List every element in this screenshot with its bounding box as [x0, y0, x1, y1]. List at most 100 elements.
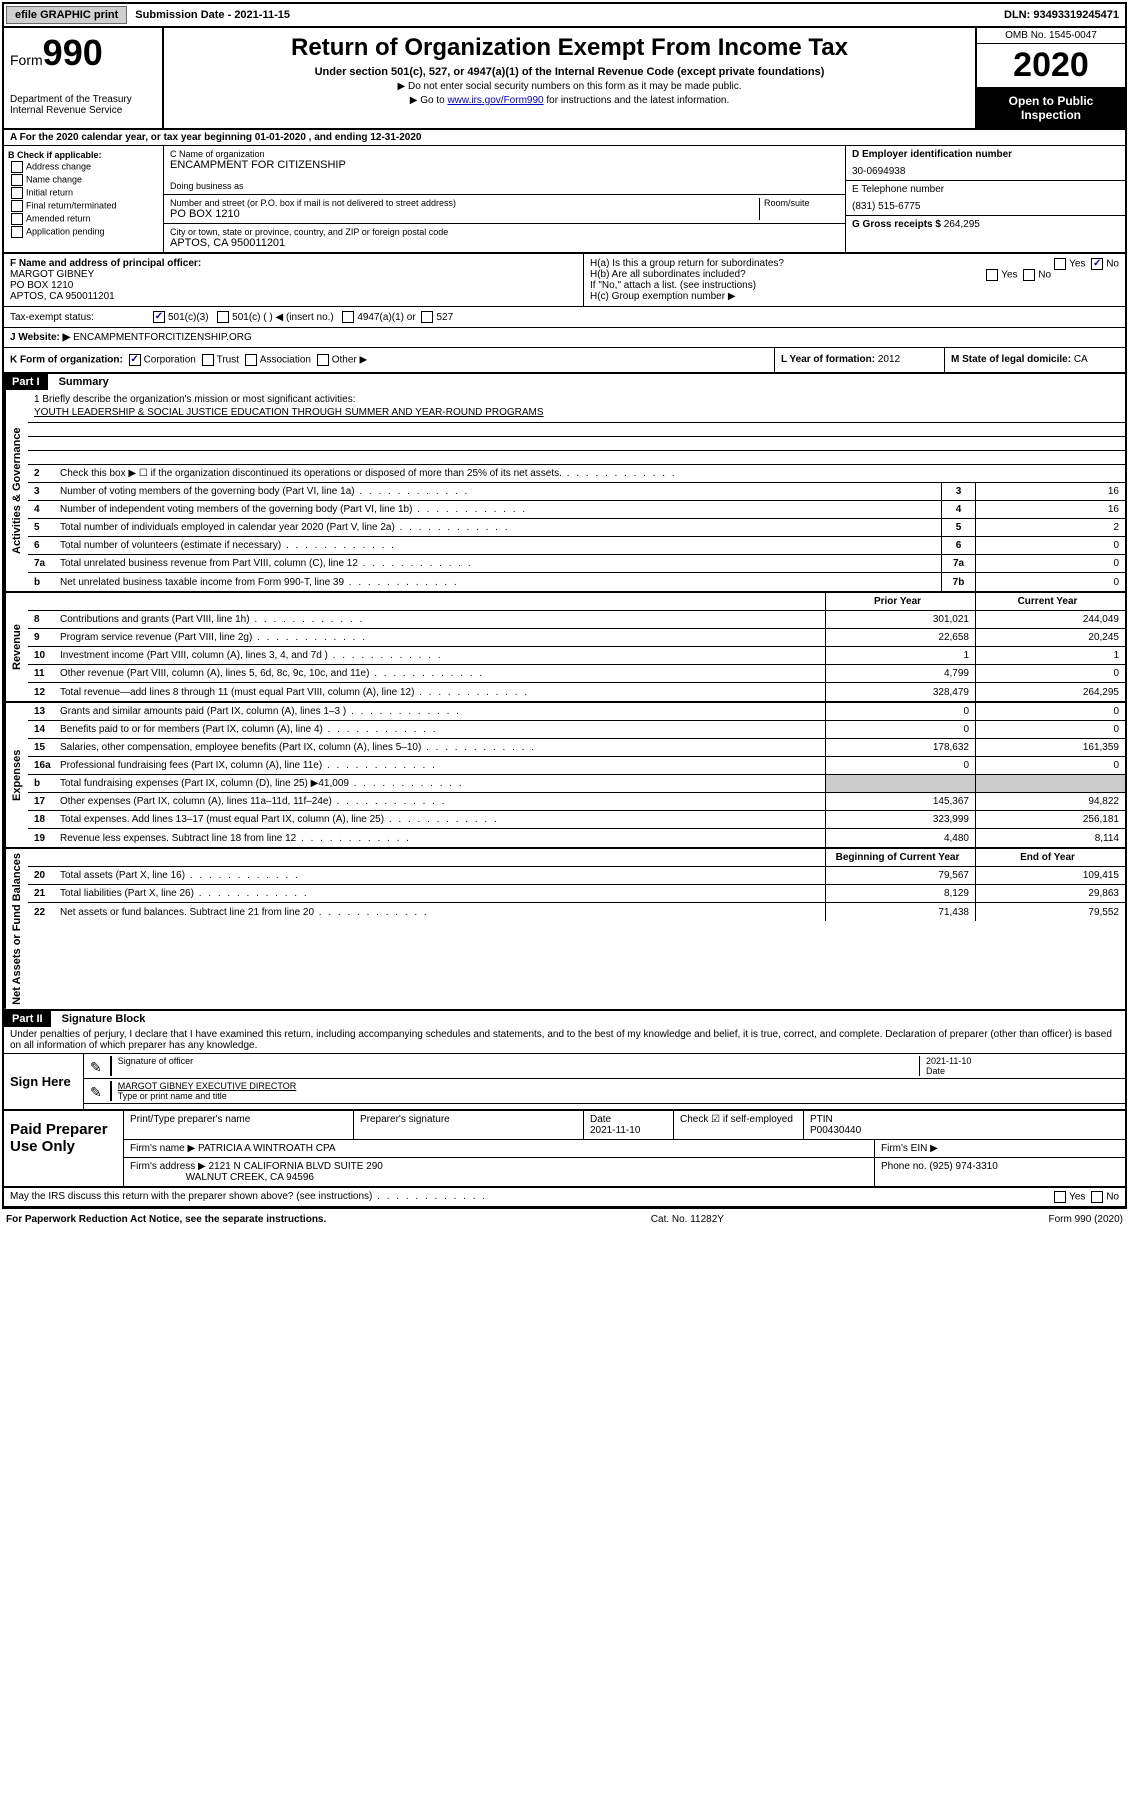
- form-number: 990: [43, 32, 103, 73]
- form-word: Form: [10, 52, 43, 68]
- website-row: J Website: ▶ ENCAMPMENTFORCITIZENSHIP.OR…: [4, 328, 1125, 348]
- data-line: 19Revenue less expenses. Subtract line 1…: [28, 829, 1125, 847]
- year-form-val: 2012: [878, 354, 900, 365]
- 527-label: 527: [436, 312, 453, 323]
- box-b-title: B Check if applicable:: [8, 150, 159, 160]
- prep-date-label: Date: [590, 1114, 611, 1125]
- tax-year-line: A For the 2020 calendar year, or tax yea…: [4, 130, 1125, 146]
- prep-print-label: Print/Type preparer's name: [124, 1111, 354, 1139]
- discuss-row: May the IRS discuss this return with the…: [4, 1188, 1125, 1207]
- room-label: Room/suite: [764, 198, 810, 208]
- firm-name: PATRICIA A WINTROATH CPA: [198, 1143, 336, 1154]
- ha-yes-checkbox[interactable]: [1054, 258, 1066, 270]
- net-section: Net Assets or Fund Balances Beginning of…: [4, 849, 1125, 1011]
- efile-print-button[interactable]: efile GRAPHIC print: [6, 6, 127, 24]
- tax-exempt-row: Tax-exempt status: 501(c)(3) 501(c) ( ) …: [4, 307, 1125, 328]
- data-line: 8Contributions and grants (Part VIII, li…: [28, 611, 1125, 629]
- paid-preparer-block: Paid Preparer Use Only Print/Type prepar…: [4, 1111, 1125, 1188]
- part2-label: Part II: [4, 1011, 51, 1027]
- omb-number: OMB No. 1545-0047: [977, 28, 1125, 44]
- ptin-label: PTIN: [810, 1114, 833, 1125]
- data-line: bTotal fundraising expenses (Part IX, co…: [28, 775, 1125, 793]
- part1-label: Part I: [4, 374, 48, 390]
- rev-side-label: Revenue: [4, 593, 28, 701]
- trust-checkbox[interactable]: [202, 354, 214, 366]
- other-label: Other ▶: [332, 355, 367, 366]
- begin-year-header: Beginning of Current Year: [825, 849, 975, 866]
- 501c-checkbox[interactable]: [217, 311, 229, 323]
- org-city: APTOS, CA 950011201: [170, 237, 839, 249]
- data-line: 17Other expenses (Part IX, column (A), l…: [28, 793, 1125, 811]
- initial-return-label: Initial return: [26, 187, 73, 197]
- pen-icon: ✎: [90, 1059, 102, 1076]
- phone-label: E Telephone number: [852, 184, 1119, 195]
- discuss-yes-label: Yes: [1069, 1191, 1085, 1202]
- gov-side-label: Activities & Governance: [4, 390, 28, 591]
- hb-yes-checkbox[interactable]: [986, 269, 998, 281]
- part2-header-row: Part II Signature Block: [4, 1011, 1125, 1027]
- gov-line: 6Total number of volunteers (estimate if…: [28, 537, 1125, 555]
- data-line: 16aProfessional fundraising fees (Part I…: [28, 757, 1125, 775]
- state-val: CA: [1074, 354, 1088, 365]
- initial-return-checkbox[interactable]: [11, 187, 23, 199]
- ha-label: H(a) Is this a group return for subordin…: [590, 258, 784, 269]
- current-year-header: Current Year: [975, 593, 1125, 610]
- blank-line: [28, 437, 1125, 451]
- prep-date-val: 2021-11-10: [590, 1125, 640, 1136]
- officer-label: F Name and address of principal officer:: [10, 258, 201, 269]
- 4947-checkbox[interactable]: [342, 311, 354, 323]
- top-bar: efile GRAPHIC print Submission Date - 20…: [4, 4, 1125, 28]
- app-pending-label: Application pending: [26, 226, 105, 236]
- hb-no-checkbox[interactable]: [1023, 269, 1035, 281]
- form-subtitle: Under section 501(c), 527, or 4947(a)(1)…: [170, 66, 969, 78]
- data-line: 9Program service revenue (Part VIII, lin…: [28, 629, 1125, 647]
- amended-return-checkbox[interactable]: [11, 213, 23, 225]
- discuss-yes-checkbox[interactable]: [1054, 1191, 1066, 1203]
- name-change-label: Name change: [26, 174, 82, 184]
- signer-name: MARGOT GIBNEY EXECUTIVE DIRECTOR: [118, 1081, 297, 1091]
- penalties-text: Under penalties of perjury, I declare th…: [4, 1027, 1125, 1054]
- addr-label: Number and street (or P.O. box if mail i…: [170, 198, 456, 208]
- 527-checkbox[interactable]: [421, 311, 433, 323]
- 501c3-label: 501(c)(3): [168, 312, 209, 323]
- gov-line: 3Number of voting members of the governi…: [28, 483, 1125, 501]
- name-change-checkbox[interactable]: [11, 174, 23, 186]
- exp-section: Expenses 13Grants and similar amounts pa…: [4, 703, 1125, 849]
- sig-date-label: Date: [926, 1066, 945, 1076]
- 501c-label: 501(c) ( ) ◀ (insert no.): [232, 312, 334, 323]
- ein-label: D Employer identification number: [852, 149, 1119, 160]
- 501c3-checkbox[interactable]: [153, 311, 165, 323]
- addr-change-checkbox[interactable]: [11, 161, 23, 173]
- website-label: J Website: ▶: [10, 332, 70, 343]
- hb-no-label: No: [1038, 270, 1051, 281]
- app-pending-checkbox[interactable]: [11, 226, 23, 238]
- firm-phone: (925) 974-3310: [929, 1161, 997, 1172]
- gov-lines: 1 Briefly describe the organization's mi…: [28, 390, 1125, 591]
- blank-line: [28, 451, 1125, 465]
- box-c: C Name of organization ENCAMPMENT FOR CI…: [164, 146, 845, 252]
- part1-header-row: Part I Summary: [4, 374, 1125, 390]
- box-b: B Check if applicable: Address change Na…: [4, 146, 164, 252]
- final-return-label: Final return/terminated: [26, 200, 117, 210]
- corp-checkbox[interactable]: [129, 354, 141, 366]
- other-checkbox[interactable]: [317, 354, 329, 366]
- cat-no: Cat. No. 11282Y: [651, 1214, 724, 1225]
- gross-receipts-label: G Gross receipts $: [852, 219, 941, 230]
- discuss-no-checkbox[interactable]: [1091, 1191, 1103, 1203]
- irs-link[interactable]: www.irs.gov/Form990: [447, 95, 543, 106]
- final-return-checkbox[interactable]: [11, 200, 23, 212]
- data-line: 18Total expenses. Add lines 13–17 (must …: [28, 811, 1125, 829]
- box-h: H(a) Is this a group return for subordin…: [584, 254, 1125, 306]
- paid-preparer-label: Paid Preparer Use Only: [4, 1111, 124, 1186]
- phone-value: (831) 515-6775: [852, 201, 1119, 212]
- sign-here-block: Sign Here ✎ Signature of officer 2021-11…: [4, 1054, 1125, 1111]
- amended-return-label: Amended return: [26, 213, 91, 223]
- mission-label: 1 Briefly describe the organization's mi…: [34, 394, 356, 405]
- info-grid: B Check if applicable: Address change Na…: [4, 146, 1125, 254]
- rev-section: Revenue Prior Year Current Year 8Contrib…: [4, 593, 1125, 703]
- city-label: City or town, state or province, country…: [170, 227, 448, 237]
- corp-label: Corporation: [144, 355, 196, 366]
- assoc-checkbox[interactable]: [245, 354, 257, 366]
- ha-no-checkbox[interactable]: [1091, 258, 1103, 270]
- firm-addr2: WALNUT CREEK, CA 94596: [186, 1172, 314, 1183]
